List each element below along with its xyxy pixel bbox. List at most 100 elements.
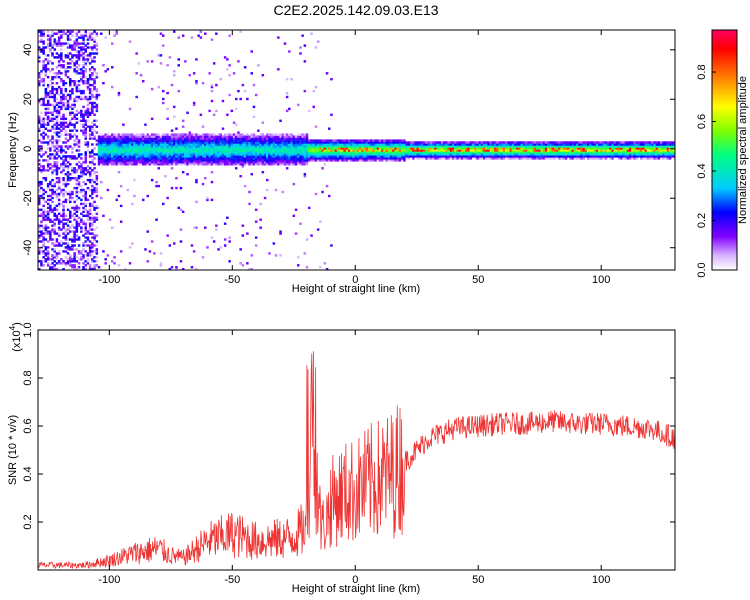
heatmap-cell [88, 212, 92, 215]
heatmap-cell [606, 149, 610, 152]
heatmap-cell [84, 48, 87, 51]
heatmap-cell [66, 258, 70, 261]
heatmap-cell [553, 147, 557, 150]
heatmap-cell [274, 149, 278, 152]
heatmap-cell [139, 147, 143, 150]
heatmap-cell [55, 194, 59, 198]
heatmap-cell [321, 149, 324, 152]
heatmap-cell [334, 155, 338, 158]
heatmap-cell [190, 244, 194, 247]
heatmap-cell [97, 145, 101, 148]
heatmap-cell [95, 74, 99, 77]
heatmap-cell [589, 143, 592, 146]
heatmap-cell [210, 137, 214, 140]
heatmap-cell [57, 131, 61, 134]
heatmap-cell [57, 149, 61, 152]
heatmap-cell [93, 171, 96, 174]
heatmap-cell [60, 91, 63, 95]
heatmap-cell [93, 163, 96, 166]
heatmap-cell [84, 123, 87, 126]
heatmap-cell [332, 149, 335, 152]
heatmap-cell [49, 184, 52, 188]
heatmap-cell [272, 161, 276, 164]
heatmap-cell [155, 135, 158, 138]
heatmap-cell [82, 54, 85, 57]
heatmap-cell [573, 151, 577, 154]
heatmap-cell [522, 145, 526, 148]
heatmap-cell [40, 230, 43, 233]
heatmap-cell [173, 141, 176, 144]
heatmap-cell [288, 141, 291, 144]
heatmap-cell [210, 161, 214, 164]
heatmap-cell [418, 155, 422, 158]
heatmap-cell [221, 159, 225, 162]
heatmap-cell [44, 66, 48, 69]
heatmap-cell [584, 149, 588, 152]
heatmap-cell [527, 157, 530, 160]
heatmap-cell [192, 137, 196, 140]
heatmap-cell [237, 133, 240, 136]
heatmap-cell [516, 147, 519, 150]
heatmap-cell [93, 190, 96, 194]
heatmap-cell [412, 141, 415, 144]
heatmap-cell [73, 232, 76, 235]
heatmap-cell [55, 131, 59, 134]
heatmap-cell [80, 48, 83, 51]
heatmap-cell [389, 157, 393, 160]
heatmap-cell [53, 212, 56, 215]
heatmap-cell [192, 226, 196, 229]
heatmap-cell [175, 149, 178, 152]
heatmap-cell [159, 151, 163, 154]
heatmap-cell [310, 139, 313, 142]
heatmap-cell [86, 119, 90, 122]
heatmap-cell [272, 159, 276, 162]
heatmap-cell [279, 153, 282, 156]
heatmap-cell [288, 151, 291, 154]
heatmap-cell [558, 149, 561, 152]
heatmap-cell [49, 40, 52, 43]
heatmap-cell [111, 163, 114, 166]
heatmap-cell [100, 159, 103, 162]
heatmap-cell [84, 34, 87, 37]
heatmap-cell [261, 147, 265, 150]
heatmap-cell [274, 139, 278, 142]
heatmap-cell [308, 139, 311, 142]
heatmap-cell [166, 157, 169, 160]
spectrogram-x-ticks: -100 -50 0 50 100 [98, 30, 610, 286]
heatmap-cell [615, 141, 619, 144]
heatmap-cell [69, 212, 72, 215]
heatmap-cell [157, 159, 160, 162]
heatmap-cell [60, 115, 63, 118]
heatmap-cell [111, 85, 114, 89]
heatmap-cell [325, 143, 329, 146]
heatmap-cell [387, 141, 391, 144]
heatmap-cell [166, 159, 169, 162]
heatmap-cell [135, 137, 138, 140]
heatmap-cell [460, 149, 464, 152]
heatmap-cell [86, 95, 90, 99]
heatmap-cell [314, 155, 318, 158]
heatmap-cell [131, 145, 134, 148]
heatmap-cell [42, 256, 45, 259]
heatmap-cell [285, 137, 289, 140]
heatmap-cell [270, 149, 273, 152]
heatmap-cell [126, 141, 129, 144]
heatmap-cell [46, 141, 50, 144]
heatmap-cell [564, 149, 568, 152]
heatmap-cell [84, 58, 87, 61]
heatmap-cell [520, 149, 523, 152]
heatmap-cell [142, 137, 145, 140]
heatmap-cell [604, 155, 608, 158]
heatmap-cell [281, 137, 284, 140]
heatmap-cell [465, 145, 468, 148]
heatmap-cell [106, 133, 110, 136]
heatmap-cell [345, 159, 349, 162]
heatmap-cell [518, 155, 521, 158]
heatmap-cell [270, 163, 273, 166]
heatmap-cell [323, 139, 326, 142]
heatmap-cell [232, 137, 236, 140]
heatmap-cell [111, 143, 114, 146]
heatmap-cell [226, 143, 229, 146]
heatmap-cell [164, 147, 167, 150]
heatmap-cell [655, 143, 659, 146]
